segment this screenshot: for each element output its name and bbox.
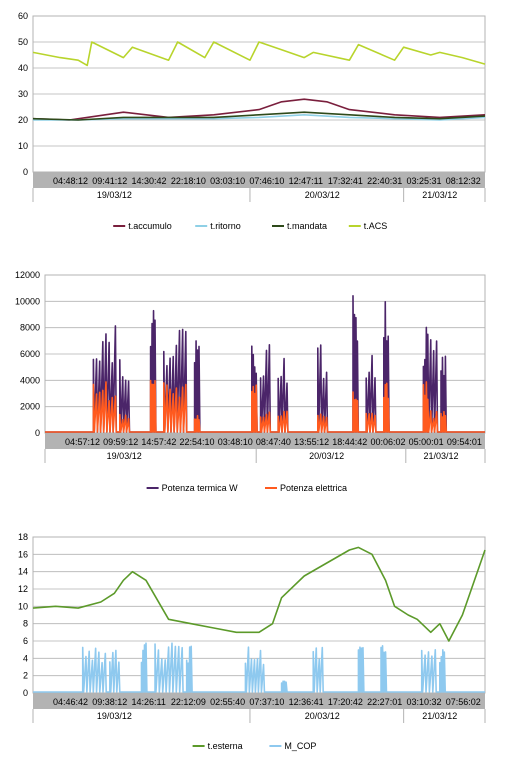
x-tick-label: 17:32:41 [328,176,363,186]
x-tick-label: 00:06:02 [370,437,405,447]
date-label: 19/03/12 [97,190,132,200]
y-tick-label: 18 [18,532,28,542]
y-tick-label: 6 [23,636,28,646]
x-tick-label: 22:40:31 [367,176,402,186]
x-tick-label: 04:57:12 [65,437,100,447]
date-label: 20/03/12 [309,451,344,461]
y-tick-label: 2000 [20,402,40,412]
time-axis-band [33,172,485,188]
x-tick-label: 14:30:42 [132,176,167,186]
x-tick-label: 09:38:12 [92,697,127,707]
x-tick-label: 09:59:12 [103,437,138,447]
series-m-cop [33,642,485,693]
y-tick-label: 60 [18,11,28,21]
y-tick-label: 16 [18,549,28,559]
y-tick-label: 0 [23,167,28,177]
x-tick-label: 03:25:31 [406,176,441,186]
legend-entry: M_COP [284,741,316,751]
x-tick-label: 17:20:42 [328,697,363,707]
y-tick-label: 12 [18,584,28,594]
x-tick-label: 14:26:11 [132,697,166,707]
legend-entry: t.ACS [364,221,388,231]
legend-entry: t.mandata [287,221,327,231]
x-tick-label: 09:54:01 [447,437,482,447]
legend-entry: t.esterna [208,741,243,751]
legend-entry: t.accumulo [128,221,172,231]
y-tick-label: 0 [23,688,28,698]
x-tick-label: 22:54:10 [180,437,215,447]
legend-entry: Potenza termica W [162,483,239,493]
date-label: 19/03/12 [107,451,142,461]
x-tick-label: 07:46:10 [249,176,284,186]
y-tick-label: 8000 [20,323,40,333]
y-tick-label: 4000 [20,375,40,385]
y-tick-label: 10 [18,141,28,151]
time-axis-band [45,433,485,449]
y-tick-label: 40 [18,63,28,73]
legend-entry: t.ritorno [210,221,241,231]
date-label: 21/03/12 [422,190,457,200]
series-t-mandata [32,111,486,121]
chart-3: 0 2 4 6 8 10 12 14 16 18 04:46:42 09:38:12 14:26:11 2… [18,532,486,751]
date-label: 20/03/12 [305,711,340,721]
x-tick-label: 14:57:42 [141,437,176,447]
x-tick-label: 18:44:42 [332,437,367,447]
date-label: 21/03/12 [423,451,458,461]
series-t-accumulo [32,98,486,121]
x-tick-label: 03:03:10 [210,176,245,186]
x-tick-label: 07:56:02 [446,697,481,707]
x-tick-label: 03:48:10 [218,437,253,447]
date-label: 19/03/12 [97,711,132,721]
x-tick-label: 12:36:41 [289,697,324,707]
series-t-acs [32,41,486,67]
y-tick-label: 8 [23,619,28,629]
x-tick-label: 04:48:12 [53,176,88,186]
legend-entry: Potenza elettrica [280,483,347,493]
x-tick-label: 05:00:01 [409,437,444,447]
x-tick-label: 22:12:09 [171,697,206,707]
series-t-ritorno [33,114,486,121]
chart-2: 0 2000 4000 6000 8000 10000 12000 04:57:12 09:59… [15,270,486,493]
y-tick-label: 10 [18,601,28,611]
y-tick-label: 50 [18,37,28,47]
y-tick-label: 30 [18,89,28,99]
x-tick-label: 07:37:10 [249,697,284,707]
y-tick-label: 0 [35,428,40,438]
date-label: 20/03/12 [305,190,340,200]
time-axis-band [33,693,485,709]
series-t-esterna [32,546,486,642]
y-tick-label: 20 [18,115,28,125]
x-tick-label: 09:41:12 [92,176,127,186]
y-tick-label: 12000 [15,270,40,280]
series-potenza-elettrica [45,379,485,433]
y-tick-label: 14 [18,567,28,577]
x-tick-label: 08:47:40 [256,437,291,447]
chart-1: 0 10 20 30 40 50 60 04:48:12 09:41:12 14:30:42 22:… [18,11,486,231]
x-tick-label: 08:12:32 [446,176,481,186]
x-tick-label: 03:10:32 [406,697,441,707]
y-tick-label: 10000 [15,296,40,306]
x-tick-label: 22:18:10 [171,176,206,186]
x-tick-label: 02:55:40 [210,697,245,707]
y-tick-label: 4 [23,653,28,663]
x-tick-label: 13:55:12 [294,437,329,447]
y-tick-label: 2 [23,671,28,681]
x-tick-label: 22:27:01 [367,697,402,707]
x-tick-label: 12:47:11 [289,176,323,186]
date-label: 21/03/12 [422,711,457,721]
y-tick-label: 6000 [20,349,40,359]
x-tick-label: 04:46:42 [53,697,88,707]
